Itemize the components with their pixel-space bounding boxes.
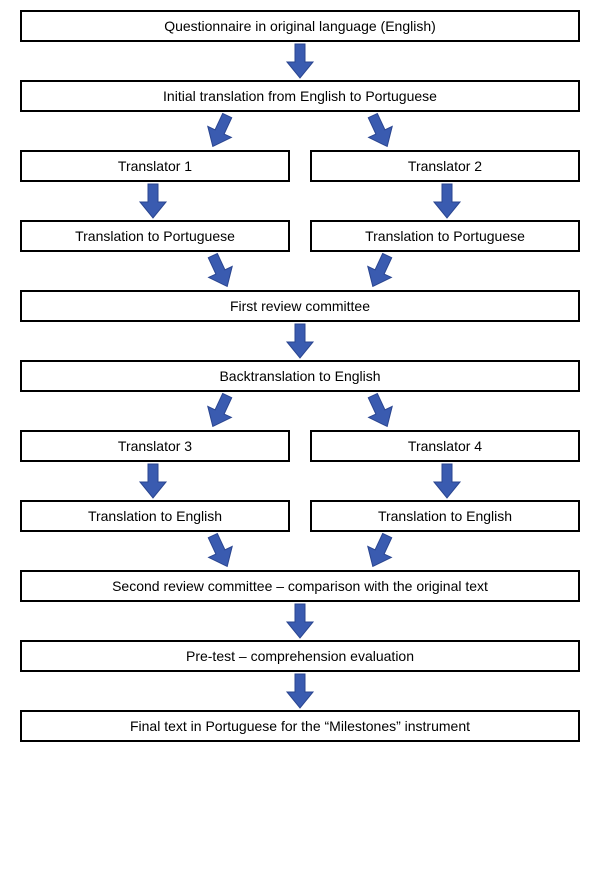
arrow-down-icon xyxy=(285,672,315,710)
node-translation-pt-2: Translation to Portuguese xyxy=(310,220,580,252)
arrow-diag-in-left-icon xyxy=(205,252,235,290)
node-translator-2: Translator 2 xyxy=(310,150,580,182)
pair-translation-en: Translation to English Translation to En… xyxy=(20,500,580,532)
node-label: Translation to Portuguese xyxy=(75,228,235,245)
node-label: First review committee xyxy=(230,298,370,315)
arrow-diag-left-icon xyxy=(205,392,235,430)
node-label: Initial translation from English to Port… xyxy=(163,88,437,105)
arrow-diag-in-left-icon xyxy=(205,532,235,570)
node-questionnaire: Questionnaire in original language (Engl… xyxy=(20,10,580,42)
arrow-row-pair xyxy=(20,182,580,220)
arrow-row xyxy=(20,42,580,80)
node-label: Questionnaire in original language (Engl… xyxy=(164,18,436,35)
node-label: Translator 1 xyxy=(118,158,192,175)
node-label: Translator 3 xyxy=(118,438,192,455)
node-translator-1: Translator 1 xyxy=(20,150,290,182)
pair-translators-34: Translator 3 Translator 4 xyxy=(20,430,580,462)
node-second-review: Second review committee – comparison wit… xyxy=(20,570,580,602)
arrow-down-icon xyxy=(285,42,315,80)
arrow-row-split xyxy=(20,112,580,150)
arrow-row-pair xyxy=(20,462,580,500)
arrow-diag-right-icon xyxy=(365,112,395,150)
arrow-down-icon xyxy=(138,462,168,500)
arrow-row xyxy=(20,672,580,710)
node-label: Pre-test – comprehension evaluation xyxy=(186,648,414,665)
arrow-row-merge xyxy=(20,532,580,570)
arrow-down-icon xyxy=(285,602,315,640)
node-label: Second review committee – comparison wit… xyxy=(112,578,488,595)
node-initial-translation: Initial translation from English to Port… xyxy=(20,80,580,112)
arrow-down-icon xyxy=(432,462,462,500)
node-label: Translation to English xyxy=(88,508,222,525)
node-translation-en-2: Translation to English xyxy=(310,500,580,532)
arrow-down-icon xyxy=(138,182,168,220)
node-label: Translation to English xyxy=(378,508,512,525)
arrow-diag-in-right-icon xyxy=(365,252,395,290)
arrow-down-icon xyxy=(432,182,462,220)
arrow-diag-right-icon xyxy=(365,392,395,430)
pair-translation-pt: Translation to Portuguese Translation to… xyxy=(20,220,580,252)
node-label: Backtranslation to English xyxy=(219,368,380,385)
node-label: Translation to Portuguese xyxy=(365,228,525,245)
node-label: Final text in Portuguese for the “Milest… xyxy=(130,718,470,735)
arrow-diag-left-icon xyxy=(205,112,235,150)
arrow-row-merge xyxy=(20,252,580,290)
arrow-row xyxy=(20,322,580,360)
node-final-text: Final text in Portuguese for the “Milest… xyxy=(20,710,580,742)
pair-translators-12: Translator 1 Translator 2 xyxy=(20,150,580,182)
node-label: Translator 2 xyxy=(408,158,482,175)
node-translation-pt-1: Translation to Portuguese xyxy=(20,220,290,252)
node-backtranslation: Backtranslation to English xyxy=(20,360,580,392)
node-translator-4: Translator 4 xyxy=(310,430,580,462)
node-first-review: First review committee xyxy=(20,290,580,322)
arrow-down-icon xyxy=(285,322,315,360)
node-translation-en-1: Translation to English xyxy=(20,500,290,532)
arrow-diag-in-right-icon xyxy=(365,532,395,570)
node-label: Translator 4 xyxy=(408,438,482,455)
node-translator-3: Translator 3 xyxy=(20,430,290,462)
node-pretest: Pre-test – comprehension evaluation xyxy=(20,640,580,672)
arrow-row-split xyxy=(20,392,580,430)
arrow-row xyxy=(20,602,580,640)
